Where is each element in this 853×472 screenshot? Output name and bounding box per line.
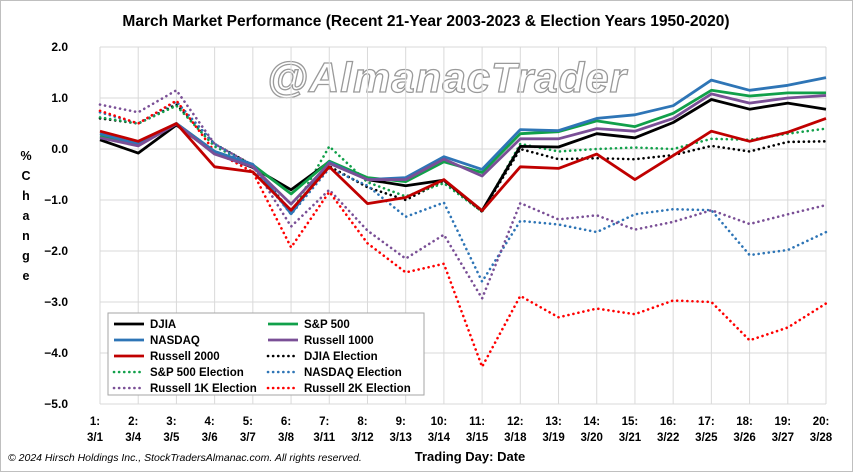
copyright-notice: © 2024 Hirsch Holdings Inc., StockTrader…	[8, 452, 362, 464]
legend-label-djia-election: DJIA Election	[304, 351, 378, 363]
x-tick-day: 20:	[813, 416, 830, 428]
x-tick-date: 3/8	[278, 432, 295, 444]
x-tick-day: 13:	[545, 416, 562, 428]
x-tick-day: 11:	[469, 416, 485, 428]
x-tick-date: 3/19	[542, 432, 564, 444]
y-axis-label-char: C	[21, 169, 30, 183]
legend-label-nasdaq: NASDAQ	[150, 335, 200, 347]
x-tick-day: 12:	[507, 416, 524, 428]
x-tick-date: 3/7	[240, 432, 256, 444]
x-tick-day: 8:	[357, 416, 367, 428]
y-axis-label-char: a	[23, 209, 31, 223]
grid-lines	[99, 46, 827, 405]
series-line-russell-2000	[99, 117, 827, 213]
series-line-russell-1k-election	[98, 89, 828, 300]
y-tick-label: −4.0	[44, 346, 68, 360]
series-line-sp-500-election	[98, 104, 828, 215]
series-lines	[98, 76, 828, 369]
series-line-nasdaq	[99, 76, 827, 216]
x-tick-day: 14:	[583, 416, 600, 428]
legend-label-sp-500-election: S&P 500 Election	[150, 367, 244, 379]
x-tick-day: 6:	[281, 416, 291, 428]
legend: DJIA S&P 500 NASDAQ Russell 1000 Russell 200…	[107, 312, 425, 396]
legend-label-russell-2k-election: Russell 2K Election	[304, 383, 411, 395]
x-tick-date: 3/12	[351, 432, 373, 444]
y-axis-label-char: n	[22, 229, 30, 243]
x-tick-day: 1:	[90, 416, 100, 428]
x-tick-day: 10:	[431, 416, 448, 428]
x-tick-day: 4:	[205, 416, 215, 428]
y-tick-label: −2.0	[44, 244, 68, 258]
legend-box	[107, 312, 425, 396]
y-axis-ticks: 2.0 1.0 0.0 −1.0 −2.0 −3.0 −4.0 −5.0	[44, 40, 68, 411]
watermark-logo: @AlmanacTrader	[267, 54, 629, 101]
x-axis-ticks: 1: 3/1 2: 3/4 3: 3/5 4: 3/6 5: 3/7 6: 3/8 7: 3/11 8: 3/…	[87, 416, 833, 444]
x-tick-day: 2:	[128, 416, 138, 428]
legend-label-russell-1k-election: Russell 1K Election	[150, 383, 257, 395]
legend-label-nasdaq-election: NASDAQ Election	[304, 367, 402, 379]
x-tick-date: 3/13	[389, 432, 411, 444]
x-tick-day: 7:	[319, 416, 329, 428]
y-axis-label-char: e	[23, 269, 30, 283]
x-tick-date: 3/11	[313, 432, 335, 444]
x-tick-date: 3/18	[504, 432, 527, 444]
x-tick-day: 19:	[774, 416, 791, 428]
chart-title: March Market Performance (Recent 21-Year…	[122, 13, 729, 30]
series-line-russell-1000	[99, 92, 827, 206]
y-axis-label-char: h	[22, 189, 30, 203]
x-tick-date: 3/4	[125, 432, 142, 444]
x-tick-date: 3/21	[619, 432, 642, 444]
y-tick-label: 1.0	[51, 91, 68, 105]
x-tick-date: 3/1	[87, 432, 104, 444]
x-tick-date: 3/26	[733, 432, 755, 444]
x-tick-day: 17:	[698, 416, 715, 428]
x-tick-date: 3/20	[581, 432, 603, 444]
x-axis-label: Trading Day: Date	[415, 449, 526, 464]
y-axis-label-char: %	[20, 149, 31, 163]
y-tick-label: 0.0	[51, 142, 68, 156]
x-tick-date: 3/22	[657, 432, 679, 444]
series-line-russell-2k-election	[98, 99, 828, 369]
x-tick-date: 3/6	[202, 432, 218, 444]
x-tick-date: 3/28	[810, 432, 833, 444]
y-tick-label: 2.0	[51, 40, 68, 54]
x-tick-day: 9:	[396, 416, 406, 428]
y-tick-label: −3.0	[44, 295, 68, 309]
x-tick-date: 3/27	[772, 432, 794, 444]
y-tick-label: −5.0	[44, 397, 68, 411]
series-line-nasdaq-election	[98, 100, 828, 283]
x-tick-date: 3/5	[163, 432, 180, 444]
legend-label-russell-2000: Russell 2000	[150, 351, 220, 363]
y-tick-label: −1.0	[44, 193, 68, 207]
legend-label-djia: DJIA	[150, 319, 176, 331]
x-tick-day: 18:	[736, 416, 753, 428]
x-tick-day: 15:	[622, 416, 639, 428]
legend-label-russell-1000: Russell 1000	[304, 335, 374, 347]
x-tick-date: 3/15	[466, 432, 489, 444]
x-tick-date: 3/25	[695, 432, 718, 444]
x-tick-day: 3:	[166, 416, 176, 428]
x-tick-day: 5:	[243, 416, 253, 428]
y-axis-label-char: g	[22, 249, 30, 263]
legend-label-sp-500: S&P 500	[304, 319, 350, 331]
x-tick-day: 16:	[660, 416, 677, 428]
x-tick-date: 3/14	[428, 432, 451, 444]
